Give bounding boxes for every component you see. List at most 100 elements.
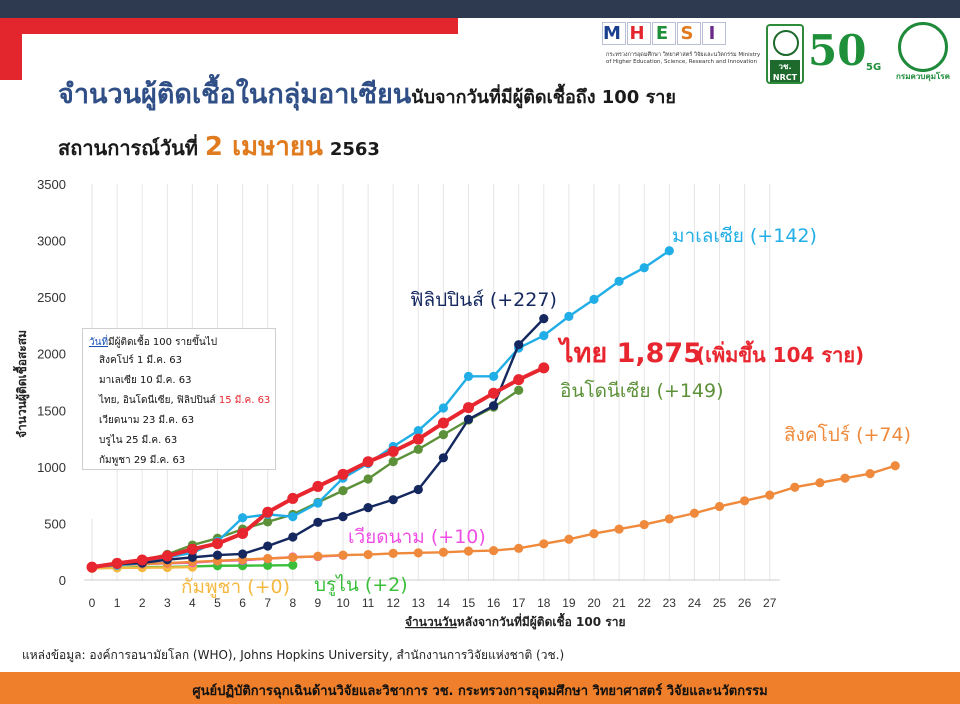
infobox-row: ไทย, อินโดนีเซีย, ฟิลิปปินส์ 15 มี.ค. 63	[99, 393, 270, 408]
data-point	[337, 468, 349, 480]
data-point	[564, 534, 574, 544]
moph-label: กรมควบคุมโรค	[896, 72, 950, 81]
mhesi-letter: H	[627, 22, 651, 45]
x-tick-label: 1	[114, 596, 121, 610]
x-tick-label: 2	[139, 596, 146, 610]
infobox-header: วันที่มีผู้ติดเชื้อ 100 รายขึ้นไป	[89, 335, 217, 350]
data-point	[363, 474, 373, 484]
data-point	[238, 549, 248, 559]
y-tick-label: 2000	[37, 347, 66, 362]
x-tick-label: 9	[315, 596, 322, 610]
data-point	[363, 502, 373, 513]
data-point	[438, 403, 448, 413]
nrct-emblem-icon	[773, 30, 799, 56]
series-label: ฟิลิปปินส์ (+227)	[410, 289, 557, 311]
data-point	[740, 496, 750, 506]
y-tick-label: 0	[59, 573, 66, 588]
x-tick-label: 16	[487, 596, 501, 610]
y-tick-label: 2500	[37, 290, 66, 305]
moph-emblem-icon	[898, 22, 948, 72]
x-axis-label-underline: จำนวนวัน	[405, 615, 458, 629]
mhesi-letter: S	[677, 22, 701, 45]
x-tick-label: 3	[164, 596, 171, 610]
threshold-date-box: วันที่มีผู้ติดเชื้อ 100 รายขึ้นไป สิงคโป…	[82, 328, 276, 470]
series-label-thai-extra: (เพิ่มขึ้น 104 ราย)	[696, 340, 864, 367]
data-point	[413, 426, 423, 436]
data-point	[212, 550, 223, 560]
data-point	[664, 246, 674, 256]
data-point	[262, 506, 274, 518]
data-point	[714, 501, 725, 512]
x-tick-label: 10	[336, 596, 350, 610]
data-point	[514, 543, 524, 553]
infobox-row-text: มาเลเซีย 10 มี.ค. 63	[99, 375, 192, 386]
infobox-row: บรูไน 25 มี.ค. 63	[99, 433, 177, 448]
x-tick-label: 17	[512, 596, 526, 610]
data-point	[539, 314, 549, 324]
fiveg-label: 5G	[866, 62, 882, 73]
data-point	[463, 414, 474, 424]
top-bar	[0, 0, 960, 18]
data-point	[187, 552, 197, 562]
data-point	[413, 484, 423, 495]
nrct-label: วช. NRCT	[770, 60, 800, 82]
data-point	[161, 550, 173, 562]
x-tick-label: 18	[537, 596, 551, 610]
mhesi-letter: I	[702, 22, 726, 45]
data-point	[413, 444, 423, 454]
infobox-row: เวียดนาม 23 มี.ค. 63	[99, 413, 194, 428]
infobox-row: สิงคโปร์ 1 มี.ค. 63	[99, 353, 182, 368]
moph-logo: กรมควบคุมโรค	[892, 22, 950, 81]
data-point	[865, 469, 875, 479]
x-axis-label: จำนวนวันหลังจากวันที่มีผู้ติดเชื้อ 100 ร…	[405, 612, 625, 630]
data-point	[564, 311, 574, 321]
infobox-row-text: สิงคโปร์ 1 มี.ค. 63	[99, 355, 183, 366]
data-point	[186, 543, 198, 555]
data-point	[288, 512, 298, 522]
y-tick-label: 1000	[37, 460, 66, 475]
x-tick-label: 7	[264, 596, 271, 610]
data-point	[288, 552, 298, 562]
data-point	[263, 517, 273, 527]
data-point	[288, 532, 298, 542]
series-label: มาเลเซีย (+142)	[672, 225, 817, 247]
page-title: จำนวนผู้ติดเชื้อในกลุ่มอาเซียนนับจากวันท…	[58, 72, 676, 115]
title-main: จำนวนผู้ติดเชื้อในกลุ่มอาเซียน	[58, 79, 412, 110]
data-point	[890, 461, 900, 471]
infobox-header-underline: วันที่	[89, 337, 109, 348]
x-tick-label: 23	[663, 596, 677, 610]
y-tick-label: 500	[44, 516, 66, 531]
x-axis-label-rest: หลังจากวันที่มีผู้ติดเชื้อ 100 ราย	[457, 612, 626, 630]
data-point	[539, 331, 549, 341]
infobox-row-text: กัมพูชา 29 มี.ค. 63	[99, 455, 186, 466]
data-point	[362, 456, 374, 468]
x-tick-label: 19	[562, 596, 576, 610]
data-point	[463, 402, 474, 414]
data-point	[412, 433, 424, 445]
y-tick-label: 1500	[37, 403, 66, 418]
series-label: เวียดนาม (+10)	[348, 526, 486, 548]
red-accent-left	[0, 18, 22, 80]
data-point	[463, 546, 474, 556]
x-tick-label: 27	[763, 596, 777, 610]
data-point	[438, 430, 448, 440]
infobox-row-text: เวียดนาม 23 มี.ค. 63	[99, 415, 195, 426]
data-point	[237, 527, 249, 539]
data-point	[765, 490, 775, 500]
situation-date: 2 เมษายน	[204, 132, 323, 162]
mhesi-letter: E	[652, 22, 676, 45]
data-point	[287, 492, 299, 504]
series-label: บรูไน (+2)	[314, 574, 408, 596]
infobox-row: มาเลเซีย 10 มี.ค. 63	[99, 373, 191, 388]
data-point	[313, 517, 323, 527]
x-tick-label: 25	[713, 596, 727, 610]
data-point	[790, 482, 800, 492]
x-tick-label: 4	[189, 596, 196, 610]
data-point	[413, 548, 423, 558]
data-point	[438, 453, 448, 463]
data-point	[840, 473, 850, 483]
x-tick-label: 8	[289, 596, 296, 610]
situation-year: 2563	[329, 139, 380, 160]
